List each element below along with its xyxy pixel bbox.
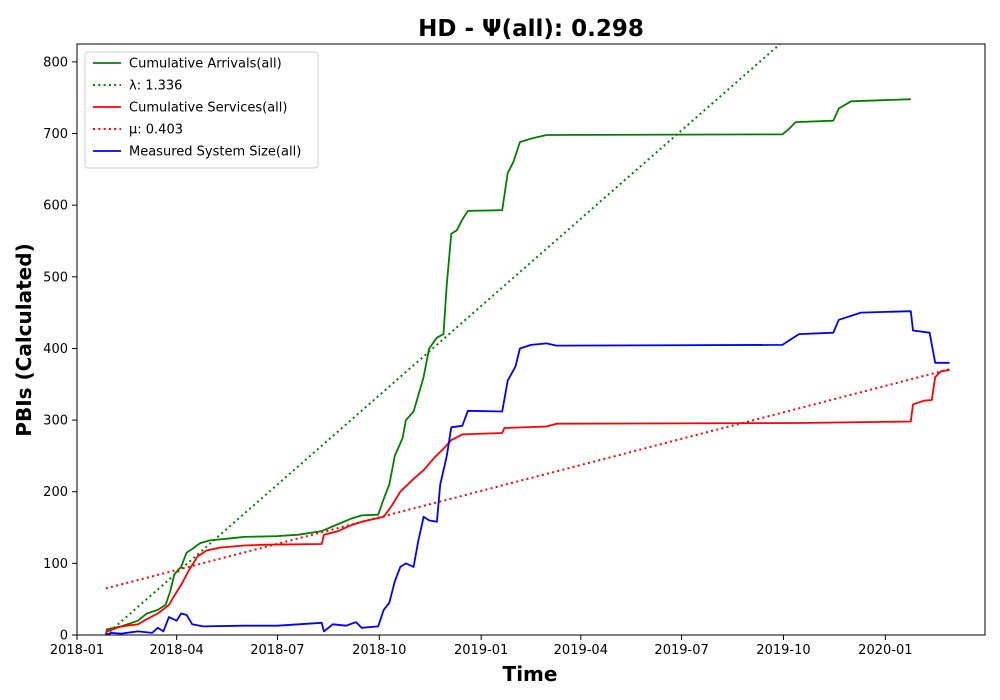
y-tick-label: 600 <box>43 199 68 214</box>
x-tick-label: 2020-01 <box>858 643 912 658</box>
plot-area <box>104 44 950 635</box>
legend-label: μ: 0.403 <box>129 123 183 138</box>
legend-label: Cumulative Arrivals(all) <box>129 57 282 72</box>
series-line-0 <box>104 98 911 635</box>
x-tick-label: 2019-04 <box>554 643 608 658</box>
x-tick-label: 2019-10 <box>756 643 810 658</box>
axes: 2018-01 2018-04 2018-07 2018-10 2019-01 2019-… <box>43 43 986 658</box>
x-axis-title: Time <box>503 662 558 686</box>
y-tick-label: 200 <box>43 485 68 500</box>
x-tick-label: 2018-10 <box>352 643 406 658</box>
series-line-4 <box>105 310 950 635</box>
y-tick-label: 700 <box>43 127 68 142</box>
y-tick-label: 0 <box>60 629 68 644</box>
x-tick-label: 2018-07 <box>250 643 304 658</box>
y-tick-label: 400 <box>43 342 68 357</box>
chart-title: HD - Ψ(all): 0.298 <box>418 16 644 42</box>
x-tick-label: 2019-07 <box>654 643 708 658</box>
legend-box <box>84 51 319 169</box>
y-tick-label: 300 <box>43 414 68 429</box>
series-line-3 <box>105 368 950 590</box>
legend-label: Measured System Size(all) <box>129 145 301 160</box>
legend: Cumulative Arrivals(all) λ: 1.336 Cumulati… <box>84 51 319 169</box>
y-tick-label: 500 <box>43 270 68 285</box>
series-line-1 <box>105 44 781 635</box>
y-axis-title: PBIs (Calculated) <box>12 243 36 436</box>
x-tick-label: 2018-04 <box>149 643 203 658</box>
x-tick-label: 2018-01 <box>50 643 104 658</box>
series-line-2 <box>104 369 950 635</box>
x-tick-label: 2019-01 <box>454 643 508 658</box>
legend-label: λ: 1.336 <box>129 79 182 94</box>
y-tick-label: 100 <box>43 557 68 572</box>
plot-frame <box>76 43 986 636</box>
y-tick-label: 800 <box>43 55 68 70</box>
legend-label: Cumulative Services(all) <box>129 101 287 116</box>
